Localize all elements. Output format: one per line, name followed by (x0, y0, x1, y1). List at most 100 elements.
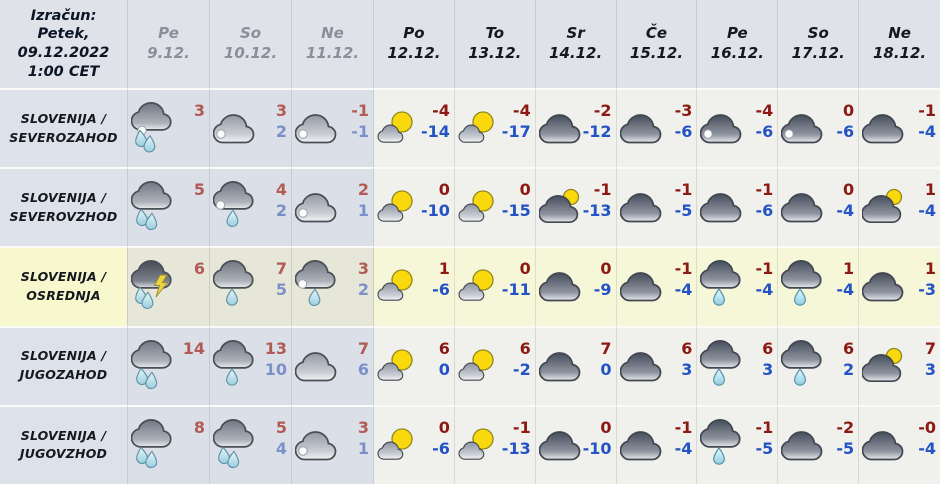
temp-min: -6 (432, 280, 450, 300)
day-date: 13.12. (468, 44, 522, 62)
temp-min: -10 (420, 201, 450, 221)
temp-min: -4 (674, 438, 693, 458)
temp-max: -0 (918, 417, 936, 437)
temp-max: 7 (924, 338, 936, 358)
day-date: 17.12. (791, 44, 845, 62)
forecast-cell: -4 -17 (454, 88, 536, 168)
day-abbr: Če (645, 24, 668, 43)
temp-min: -13 (582, 201, 612, 221)
forecast-cell: -1 -5 (616, 167, 698, 247)
temp-max: 5 (275, 417, 287, 437)
temp-min: -12 (582, 122, 612, 141)
rain-icon (700, 256, 742, 325)
temp-max: 8 (193, 417, 205, 437)
temp-min: -3 (918, 280, 936, 300)
cloud-snow-icon (780, 108, 823, 167)
day-header-po-12-12: Po 12.12. (374, 0, 455, 88)
cloud-icon (619, 266, 662, 325)
mostly-sunny-icon (377, 108, 419, 167)
temp-max: -1 (755, 259, 774, 279)
temp-min: -10 (582, 438, 612, 458)
mostly-sunny-icon (377, 425, 419, 484)
temp-max: -4 (512, 101, 531, 120)
partly-cloudy-icon (537, 187, 581, 246)
mostly-sunny-icon (458, 187, 500, 246)
mostly-sunny-icon (458, 108, 500, 167)
temp-min: 2 (843, 359, 855, 379)
temperatures: 13 10 (259, 338, 287, 405)
forecast-cell: 0 -9 (535, 246, 617, 326)
mostly-sunny-icon (377, 346, 419, 405)
cloud-icon (619, 425, 662, 484)
temp-min: -6 (836, 122, 855, 141)
temp-max: 0 (843, 180, 855, 200)
temp-max: -4 (755, 101, 774, 120)
forecast-cell: 6 (128, 246, 210, 326)
temp-max: 6 (438, 338, 450, 358)
temperatures: 0 -10 (583, 417, 612, 484)
forecast-cell: 0 -6 (374, 404, 455, 484)
temp-max: 0 (600, 417, 612, 437)
temp-max: 0 (519, 180, 531, 200)
temp-min: -4 (836, 201, 855, 221)
forecast-cell: -1 -4 (616, 404, 698, 484)
forecast-cell: -0 -4 (859, 404, 940, 484)
mostly-sunny-icon (458, 266, 500, 325)
temperatures: 0 -10 (421, 179, 450, 246)
temperatures: -1 -1 (341, 100, 369, 167)
temp-min: -5 (755, 438, 774, 458)
forecast-cell: -3 -6 (616, 88, 698, 168)
temperatures: 14 (177, 338, 205, 405)
forecast-cell: 0 -15 (454, 167, 536, 247)
temp-min: -6 (755, 122, 774, 141)
temp-max: 7 (275, 259, 287, 279)
temp-max: 13 (264, 338, 287, 358)
temp-max: -2 (593, 101, 612, 120)
temperatures: 0 -9 (584, 258, 612, 325)
day-header-so-17-12: So 17.12. (778, 0, 860, 88)
temp-min: 2 (275, 122, 287, 141)
day-abbr: Pe (726, 24, 748, 43)
temperatures: 8 (177, 417, 205, 484)
temperatures: -1 -4 (664, 258, 693, 325)
temp-max: 6 (193, 259, 205, 279)
heavy-rain-icon (130, 177, 173, 246)
forecast-cell: -1 -6 (697, 167, 779, 247)
temperatures: 0 -11 (502, 258, 531, 325)
rain-snow-icon (294, 256, 337, 325)
temperatures: 6 (177, 258, 205, 325)
forecast-cell: 6 -2 (454, 325, 536, 405)
cloud-icon (538, 108, 581, 167)
temp-max: 7 (357, 338, 369, 358)
day-date: 12.12. (387, 44, 441, 62)
temperatures: -1 -6 (745, 179, 774, 246)
mostly-sunny-icon (458, 425, 500, 484)
temp-min: -9 (593, 280, 612, 300)
heavy-rain-icon (130, 336, 173, 405)
temperatures: -3 -6 (664, 100, 693, 167)
temp-min: -13 (501, 438, 531, 458)
temp-max: 1 (924, 180, 936, 200)
cloud-icon (619, 346, 662, 405)
temperatures: -1 -5 (664, 179, 693, 246)
forecast-cell: -4 -14 (374, 88, 455, 168)
temp-min: -4 (674, 280, 693, 300)
region-label: SLOVENIJA / SEVEROVZHOD (0, 167, 128, 247)
partly-cloudy-icon (861, 346, 904, 405)
cloud-snow-icon (212, 108, 255, 167)
mostly-sunny-icon (458, 346, 500, 405)
temperatures: 1 -3 (908, 258, 936, 325)
calc-info: Izračun: Petek, 09.12.2022 1:00 CET (0, 0, 128, 88)
